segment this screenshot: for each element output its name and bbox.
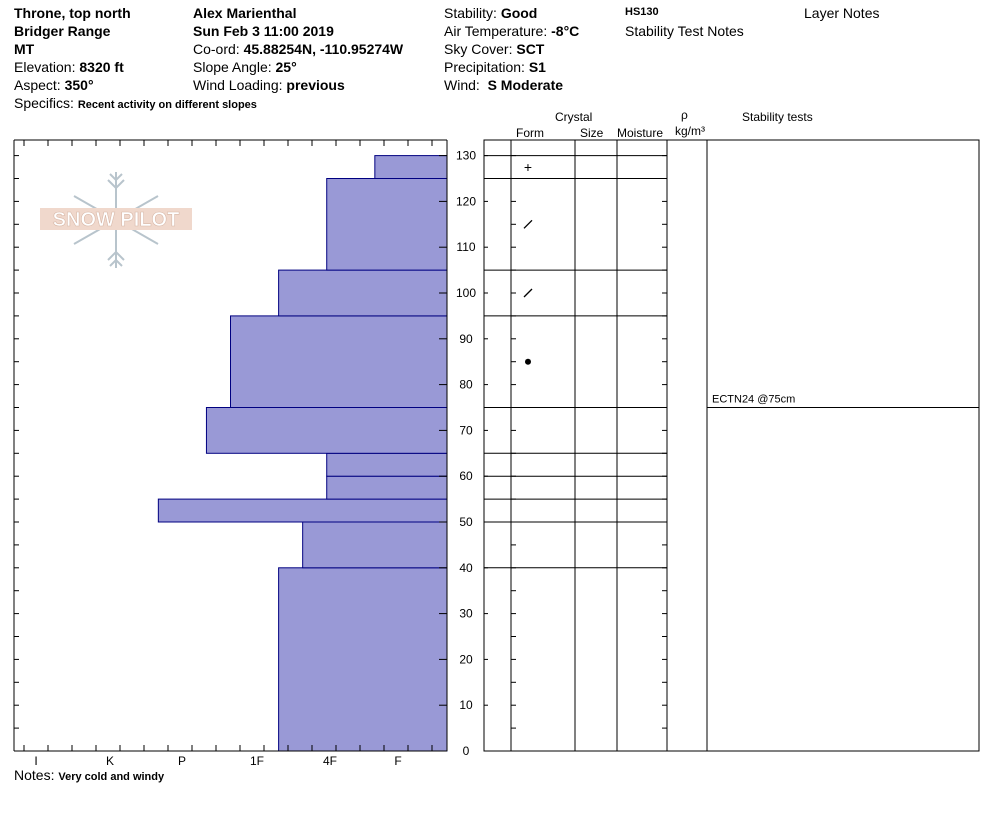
hardness-tick-label: I (34, 754, 37, 768)
notes-label: Notes: (14, 767, 55, 783)
layer-notes-heading: Layer Notes (804, 5, 880, 21)
stability-label: Stability: (444, 5, 497, 21)
moisture-heading: Moisture (617, 126, 664, 140)
wind-loading-value: previous (286, 77, 345, 93)
hardness-bar (278, 567, 448, 752)
grain-form-decomposing-symbol (523, 219, 533, 229)
wind-row: Wind: S Moderate (444, 76, 563, 94)
hardness-bar (157, 498, 448, 523)
depth-tick-label: 110 (456, 240, 475, 254)
table-frame (483, 139, 980, 752)
crystal-heading: Crystal (555, 110, 593, 124)
depth-tick-label: 130 (456, 149, 476, 163)
logo-text: SNOW PILOT (53, 209, 180, 231)
wind-loading-label: Wind Loading: (193, 77, 283, 93)
snowpilot-logo: SNOW PILOT (40, 172, 192, 268)
coord-row: Co-ord: 45.88254N, -110.95274W (193, 40, 403, 58)
sky-cover-value: SCT (516, 41, 545, 57)
wind-loading-row: Wind Loading: previous (193, 76, 345, 94)
aspect-label: Aspect: (14, 77, 61, 93)
hs-value: HS130 (625, 6, 659, 18)
range-name: Bridger Range (14, 23, 111, 39)
elevation-row: Elevation: 8320 ft (14, 58, 124, 76)
hardness-bar (326, 475, 448, 500)
size-heading: Size (580, 126, 604, 140)
specifics-row: Specifics: Recent activity on different … (14, 94, 257, 114)
depth-tick-label: 100 (456, 286, 476, 300)
coord-label: Co-ord: (193, 41, 240, 57)
precip-value: S1 (528, 59, 546, 75)
grain-form-precip-symbol: + (524, 159, 532, 175)
depth-tick-label: 80 (459, 378, 473, 392)
stability-value: Good (500, 5, 538, 21)
stability-tests-heading: Stability tests (742, 110, 813, 124)
aspect-row: Aspect: 350° (14, 76, 94, 94)
air-temp-label: Air Temperature: (444, 23, 548, 39)
logo-banner (40, 208, 192, 230)
density-unit-heading: kg/m³ (675, 124, 705, 138)
hardness-tick-label: K (106, 754, 114, 768)
stability-result-label: ECTN24 @75cm (712, 394, 795, 406)
depth-tick-label: 30 (459, 607, 473, 621)
hardness-bar (278, 269, 448, 317)
grain-form-decomposing-symbol (523, 288, 533, 298)
hardness-bar (374, 155, 448, 180)
slope-value: 25° (275, 59, 297, 75)
hardness-tick-label: 4F (323, 754, 337, 768)
hardness-tick-label: 1F (250, 754, 264, 768)
hardness-tick-label: P (178, 754, 186, 768)
precip-label: Precipitation: (444, 59, 525, 75)
elevation-label: Elevation: (14, 59, 76, 75)
aspect-value: 350° (64, 77, 94, 93)
density-rho-heading: ρ (681, 108, 688, 122)
observation-datetime: Sun Feb 3 11:00 2019 (193, 23, 334, 39)
slope-row: Slope Angle: 25° (193, 58, 297, 76)
depth-tick-label: 20 (459, 652, 473, 666)
grain-form-rounded-symbol (525, 358, 531, 365)
depth-tick-label: 60 (459, 469, 473, 483)
hardness-bar (205, 407, 448, 454)
stability-row: Stability: Good (444, 4, 537, 22)
specifics-label: Specifics: (14, 95, 74, 111)
notes-row: Notes: Very cold and windy (14, 766, 164, 786)
depth-tick-label: 90 (459, 332, 473, 346)
air-temp-value: -8°C (551, 23, 580, 39)
hardness-bar (326, 452, 448, 477)
wind-label: Wind: (444, 77, 480, 93)
observer-name: Alex Marienthal (193, 5, 297, 21)
specifics-value: Recent activity on different slopes (77, 99, 257, 111)
hardness-tick-label: F (394, 754, 401, 768)
sky-cover-row: Sky Cover: SCT (444, 40, 544, 58)
state-name: MT (14, 41, 35, 57)
location-name: Throne, top north (14, 5, 131, 21)
depth-tick-label: 40 (459, 561, 473, 575)
depth-tick-label: 120 (456, 194, 476, 208)
depth-tick-label: 50 (459, 515, 473, 529)
precip-row: Precipitation: S1 (444, 58, 546, 76)
depth-tick-label: 70 (459, 423, 473, 437)
depth-tick-label: 10 (459, 698, 473, 712)
sky-cover-label: Sky Cover: (444, 41, 513, 57)
coord-value: 45.88254N, -110.95274W (243, 41, 404, 57)
wind-value: S Moderate (487, 77, 564, 93)
hardness-bar (326, 178, 448, 271)
stability-test-notes-heading: Stability Test Notes (625, 23, 744, 39)
notes-value: Very cold and windy (58, 771, 165, 783)
slope-label: Slope Angle: (193, 59, 272, 75)
hardness-bar (302, 521, 448, 569)
elevation-value: 8320 ft (79, 59, 124, 75)
form-heading: Form (516, 126, 544, 140)
hardness-bar (230, 315, 448, 408)
depth-tick-label: 0 (463, 744, 470, 758)
air-temp-row: Air Temperature: -8°C (444, 22, 579, 40)
